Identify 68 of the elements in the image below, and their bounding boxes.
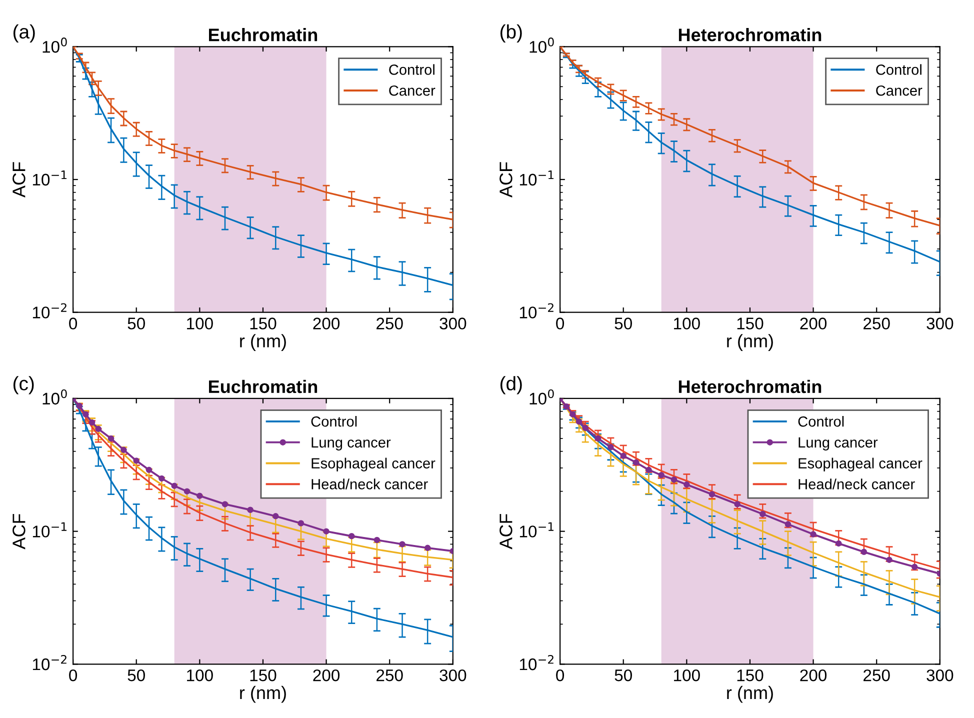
y-tick-label: 10$^{−1}$ (32, 170, 67, 186)
chart-title: Heterochromatin (678, 380, 822, 394)
y-tick-label: 10$^{−2}$ (32, 303, 66, 318)
x-tick-label: 100 (674, 318, 700, 330)
x-tick-label: 200 (800, 318, 827, 330)
x-tick-label: 250 (376, 318, 403, 330)
x-tick-label: 200 (313, 318, 340, 330)
x-axis-title: r (nm) (727, 334, 773, 351)
y-tick-label: 10$^{−2}$ (520, 303, 554, 318)
legend-label: Control (876, 64, 922, 75)
x-tick-label: 0 (556, 318, 564, 330)
y-tick-label: 10$^{−1}$ (520, 522, 554, 538)
x-tick-label: 300 (440, 669, 466, 682)
x-tick-label: 50 (128, 669, 145, 682)
y-tick-label: 10$^{0}$ (530, 38, 554, 53)
x-tick-label: 150 (737, 669, 764, 682)
chart-title: Euchromatin (209, 380, 318, 394)
y-tick-label: 10$^{−1}$ (520, 170, 554, 186)
x-tick-label: 300 (926, 669, 954, 682)
chart-title: Euchromatin (209, 28, 318, 42)
legend-label: Control (311, 416, 357, 427)
y-axis-title: ACF (12, 514, 26, 550)
x-tick-label: 100 (187, 669, 213, 682)
legend-label: Cancer (389, 85, 436, 96)
text: (d) (500, 376, 522, 394)
legend-label: Control (389, 64, 434, 75)
x-axis-title: r (nm) (240, 686, 286, 703)
x-tick-label: 250 (376, 669, 403, 682)
y-tick-label: 10$^{−1}$ (32, 522, 67, 538)
x-tick-label: 150 (250, 318, 276, 330)
x-tick-label: 250 (864, 669, 890, 682)
y-tick-label: 10$^{−2}$ (520, 655, 554, 670)
legend-label: Head/neck cancer (312, 478, 428, 490)
x-tick-label: 0 (69, 669, 78, 682)
x-tick-label: 250 (864, 318, 890, 330)
y-tick-label: 10$^{0}$ (42, 389, 67, 405)
legend-label: Cancer (876, 85, 922, 96)
y-axis-title: ACF (500, 162, 512, 198)
legend-label: Lung cancer (798, 437, 878, 450)
x-tick-label: 50 (128, 318, 145, 330)
y-tick-label: 10$^{0}$ (42, 38, 67, 53)
x-tick-label: 300 (926, 318, 954, 330)
legend-label: Esophageal cancer (798, 458, 922, 472)
chart-title: Heterochromatin (678, 28, 822, 42)
legend-label: Head/neck cancer (798, 478, 915, 490)
x-tick-label: 200 (313, 669, 340, 682)
x-tick-label: 200 (800, 669, 827, 682)
x-tick-label: 100 (674, 669, 700, 682)
x-axis-title: r (nm) (240, 334, 286, 351)
legend-label: Esophageal cancer (312, 458, 436, 472)
text: (c) (13, 376, 34, 394)
legend-label: Lung cancer (312, 437, 391, 450)
y-tick-label: 10$^{0}$ (530, 389, 554, 405)
y-axis-title: ACF (12, 162, 26, 198)
legend-label: Control (798, 416, 844, 427)
y-tick-label: 10$^{−2}$ (32, 655, 66, 670)
x-tick-label: 0 (69, 318, 78, 330)
y-axis-title: ACF (500, 514, 512, 550)
x-tick-label: 150 (250, 669, 276, 682)
x-tick-label: 100 (187, 318, 213, 330)
x-axis-title: r (nm) (727, 686, 773, 703)
x-tick-label: 50 (614, 669, 632, 682)
text: (a) (13, 24, 35, 42)
x-tick-label: 300 (440, 318, 466, 330)
x-tick-label: 50 (614, 318, 632, 330)
x-tick-label: 0 (556, 669, 564, 682)
x-tick-label: 150 (737, 318, 764, 330)
text: (b) (500, 24, 522, 42)
